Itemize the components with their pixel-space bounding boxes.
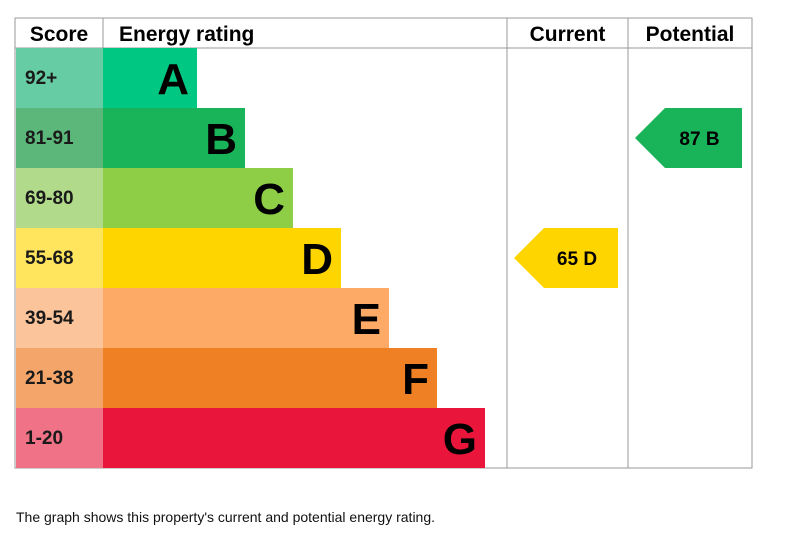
potential-rating-arrow xyxy=(635,108,742,168)
score-cell-b xyxy=(16,108,103,168)
rating-bar-f xyxy=(103,348,437,408)
score-cell-e xyxy=(16,288,103,348)
header-current: Current xyxy=(530,23,606,46)
epc-chart: Score Energy rating Current Potential 92+ A 81… xyxy=(14,17,753,469)
rating-letter-d: D xyxy=(301,235,333,284)
rating-bar-b xyxy=(103,108,245,168)
header-energy-rating: Energy rating xyxy=(119,23,254,46)
score-label-d: 55-68 xyxy=(25,248,74,269)
rating-bar-g xyxy=(103,408,485,468)
chart-caption: The graph shows this property's current … xyxy=(16,509,436,525)
score-label-a: 92+ xyxy=(25,68,57,89)
score-label-g: 1-20 xyxy=(25,428,63,449)
score-label-c: 69-80 xyxy=(25,188,74,209)
score-cell-f xyxy=(16,348,103,408)
rating-bar-a xyxy=(103,48,197,108)
rating-letter-g: G xyxy=(443,415,477,464)
rating-letter-f: F xyxy=(402,355,429,404)
rating-letter-a: A xyxy=(157,55,189,104)
potential-rating-label: 87 B xyxy=(679,129,719,150)
score-cell-d xyxy=(16,228,103,288)
rating-letter-c: C xyxy=(253,175,285,224)
header-potential: Potential xyxy=(646,23,735,46)
score-label-f: 21-38 xyxy=(25,368,74,389)
rating-bar-e xyxy=(103,288,389,348)
score-label-b: 81-91 xyxy=(25,128,74,149)
current-rating-label: 65 D xyxy=(557,249,597,270)
rating-letter-e: E xyxy=(352,295,381,344)
rating-bar-c xyxy=(103,168,293,228)
current-rating-arrow xyxy=(514,228,618,288)
score-label-e: 39-54 xyxy=(25,308,74,329)
rating-letter-b: B xyxy=(205,115,237,164)
score-cell-c xyxy=(16,168,103,228)
header-score: Score xyxy=(30,23,88,46)
score-cell-g xyxy=(16,408,103,468)
score-cell-a xyxy=(16,48,103,108)
rating-bar-d xyxy=(103,228,341,288)
